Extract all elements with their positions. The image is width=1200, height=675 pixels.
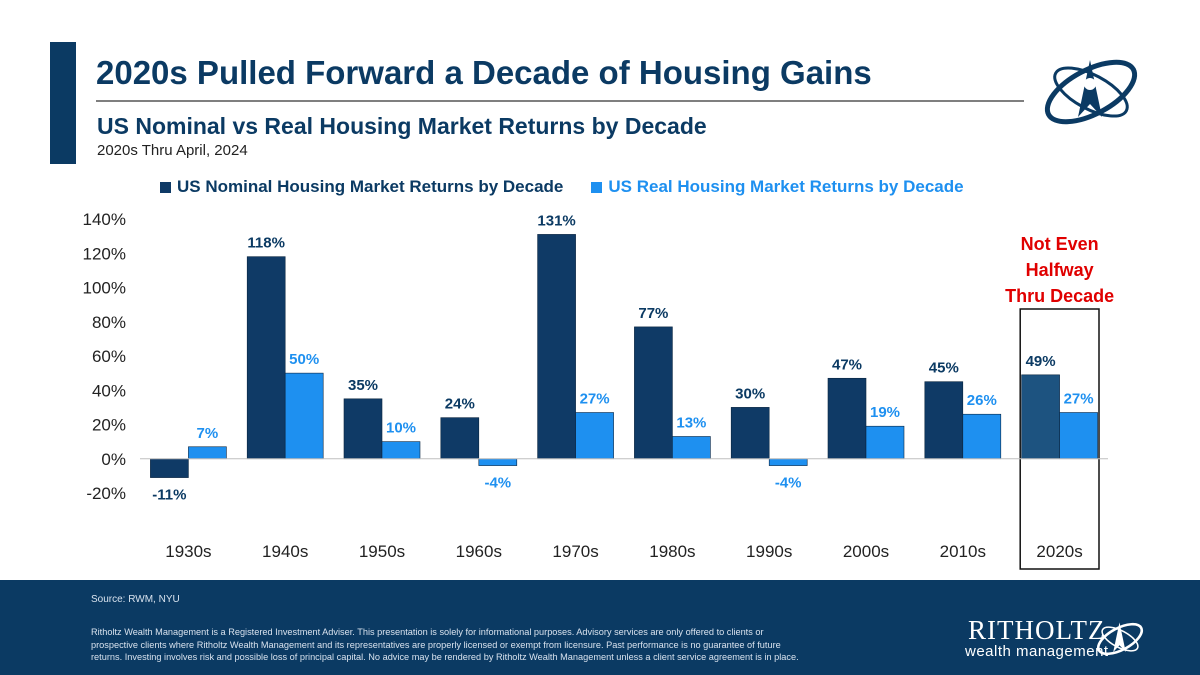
y-tick-label: 60% [92,347,126,366]
bar-nominal [634,326,673,460]
disclaimer-text: Ritholtz Wealth Management is a Register… [91,627,799,662]
bar-nominal [440,417,480,460]
value-label-nominal: 47% [832,356,862,373]
ritholtz-logo-icon [1044,59,1138,125]
y-tick-label: 0% [101,450,126,469]
y-tick-label: 140% [83,210,126,229]
x-tick-label: 1990s [746,542,792,561]
x-tick-label: 2020s [1036,542,1082,561]
chart-legend: US Nominal Housing Market Returns by Dec… [160,177,992,197]
bar-real [865,425,905,460]
value-label-nominal: -11% [152,487,186,504]
bar-nominal [343,398,383,460]
bar-nominal [730,407,770,460]
bar-nominal [1021,374,1060,460]
brand-subtitle: wealth management [965,643,1109,660]
value-label-nominal: 49% [1026,353,1056,370]
bar-chart: -20% 0% 20% 40% 60% 80% 100% 120% 140% Not Even Ha… [83,210,1114,570]
value-label-real: 13% [676,414,706,431]
bar-nominal [150,458,189,478]
value-label-nominal: 45% [929,360,959,377]
legend-swatch-nominal [160,181,171,193]
x-tick-label: 1940s [262,542,308,561]
value-label-real: 27% [1064,391,1094,408]
y-tick-label: 100% [83,279,126,298]
legend-label-real: US Real Housing Market Returns by Decade [608,177,964,196]
x-tick-label: 2010s [940,542,986,561]
bar-nominal [246,256,286,460]
footer: Source: RWM, NYU Ritholtz Wealth Managem… [0,580,1200,675]
legend-item-real: US Real Housing Market Returns by Decade [591,177,964,197]
annotation-text: Halfway [1026,260,1094,280]
x-tick-label: 2000s [843,542,889,561]
value-label-real: -4% [775,475,802,492]
bar-nominal [827,377,867,460]
x-tick-label: 1970s [552,542,598,561]
x-tick-label: 1980s [649,542,695,561]
title-underline [96,100,1024,102]
chart-note: 2020s Thru April, 2024 [97,142,248,159]
page-title: 2020s Pulled Forward a Decade of Housing… [96,54,872,91]
value-label-nominal: 35% [348,377,378,394]
brand-name: RITHOLTZ [968,615,1106,645]
bar-real [188,446,227,460]
bar-real [672,436,711,460]
legend-swatch-real [591,181,603,193]
annotation-text: Not Even [1021,234,1099,254]
bar-nominal [924,381,964,460]
bar-real [284,372,324,460]
title-accent-bar [50,42,76,164]
source-note: Source: RWM, NYU [91,594,180,605]
bar-real [768,458,808,466]
highlight-box [1019,308,1100,570]
brand-wordmark: RITHOLTZ wealth management [965,616,1109,660]
chart-subtitle: US Nominal vs Real Housing Market Return… [97,113,707,139]
bar-real [1059,412,1098,460]
bar-nominal [537,234,576,460]
value-label-nominal: 30% [735,385,765,402]
y-tick-label: 120% [83,244,126,263]
value-label-nominal: 118% [247,235,285,252]
bar-real [478,458,518,466]
y-tick-label: 80% [92,313,126,332]
value-label-real: 50% [289,351,319,368]
value-label-real: -4% [484,475,511,492]
value-label-real: 19% [870,404,900,421]
value-label-real: 27% [580,391,610,408]
x-tick-label: 1950s [359,542,405,561]
value-label-real: 10% [386,420,416,437]
y-tick-label: 40% [92,381,126,400]
legend-label-nominal: US Nominal Housing Market Returns by Dec… [177,177,564,196]
x-tick-label: 1930s [165,542,211,561]
bar-real [575,412,614,460]
y-tick-label: 20% [92,416,126,435]
annotation-text: Thru Decade [1005,286,1114,306]
legend-item-nominal: US Nominal Housing Market Returns by Dec… [160,177,563,197]
bar-real [962,413,1002,460]
value-label-real: 26% [967,392,997,409]
value-label-nominal: 131% [537,212,575,229]
value-label-real: 7% [197,425,219,442]
bar-real [381,441,421,460]
value-label-nominal: 24% [445,396,475,413]
x-tick-label: 1960s [456,542,502,561]
y-tick-label: -20% [86,484,126,503]
value-label-nominal: 77% [638,305,668,322]
ritholtz-small-logo-icon [1096,622,1144,656]
